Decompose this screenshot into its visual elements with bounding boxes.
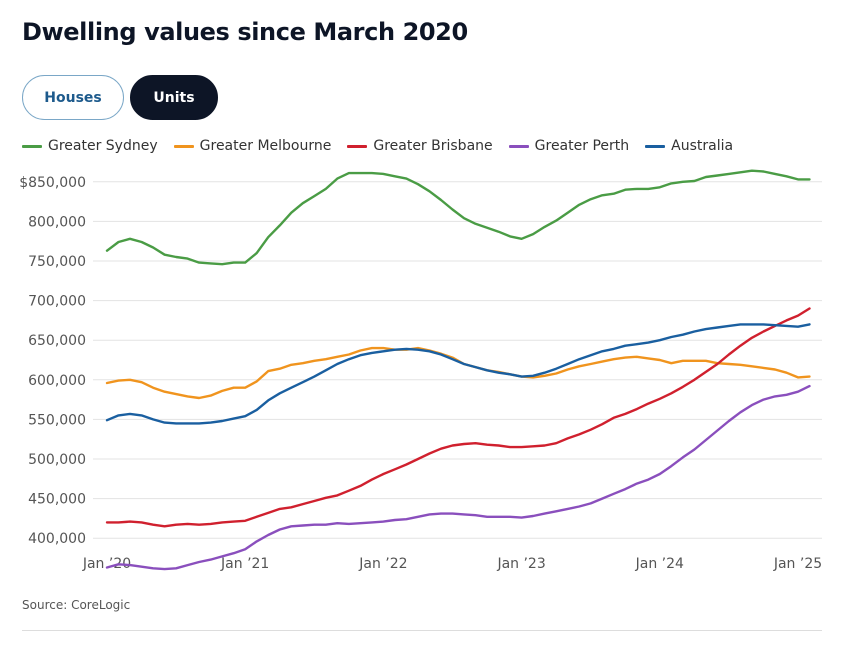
legend-label: Greater Brisbane xyxy=(373,138,493,154)
y-tick-label: $850,000 xyxy=(19,175,86,191)
legend-item[interactable]: Greater Sydney xyxy=(22,138,158,154)
legend-label: Australia xyxy=(671,138,734,154)
x-tick-label: Jan ’22 xyxy=(358,556,407,572)
line-chart: 400,000 450,000 500,000 550,000 600,000 650,0… xyxy=(19,169,822,572)
y-tick-label: 650,000 xyxy=(28,333,86,349)
legend-item[interactable]: Greater Brisbane xyxy=(347,138,493,154)
y-tick-label: 800,000 xyxy=(28,214,86,230)
units-button[interactable]: Units xyxy=(130,75,218,120)
y-tick-label: 700,000 xyxy=(28,294,86,310)
y-tick-label: 550,000 xyxy=(28,412,86,428)
legend-label: Greater Perth xyxy=(534,138,630,154)
x-tick-label: Jan ’23 xyxy=(496,556,545,572)
source-note: Source: CoreLogic xyxy=(22,598,131,612)
x-tick-label: Jan ’24 xyxy=(635,556,684,572)
legend-item[interactable]: Australia xyxy=(645,138,733,154)
y-tick-label: 450,000 xyxy=(28,492,86,508)
y-tick-label: 500,000 xyxy=(28,452,86,468)
series-line xyxy=(105,169,811,266)
y-tick-label: 600,000 xyxy=(28,373,86,389)
series-line xyxy=(105,384,811,571)
legend-label: Greater Sydney xyxy=(48,138,158,154)
legend-swatch xyxy=(645,144,666,148)
dwelling-type-toggle: Houses Units xyxy=(22,75,218,120)
houses-button[interactable]: Houses xyxy=(22,75,124,120)
y-tick-label: 400,000 xyxy=(28,531,86,547)
page-title: Dwelling values since March 2020 xyxy=(22,18,468,46)
legend-item[interactable]: Greater Perth xyxy=(508,138,630,154)
legend-swatch xyxy=(508,144,529,148)
legend-label: Greater Melbourne xyxy=(199,138,332,154)
chart-legend: Greater Sydney Greater Melbourne Greater B… xyxy=(22,138,749,154)
legend-swatch xyxy=(347,144,368,148)
legend-swatch xyxy=(22,144,42,148)
x-tick-label: Jan ’21 xyxy=(220,556,269,572)
divider xyxy=(22,630,822,631)
series-line xyxy=(105,307,811,528)
series-line xyxy=(105,323,811,425)
y-tick-label: 750,000 xyxy=(28,254,86,270)
legend-item[interactable]: Greater Melbourne xyxy=(173,138,332,154)
x-tick-label: Jan ’20 xyxy=(82,556,131,572)
x-tick-label: Jan ’25 xyxy=(773,556,822,572)
legend-swatch xyxy=(173,144,194,148)
